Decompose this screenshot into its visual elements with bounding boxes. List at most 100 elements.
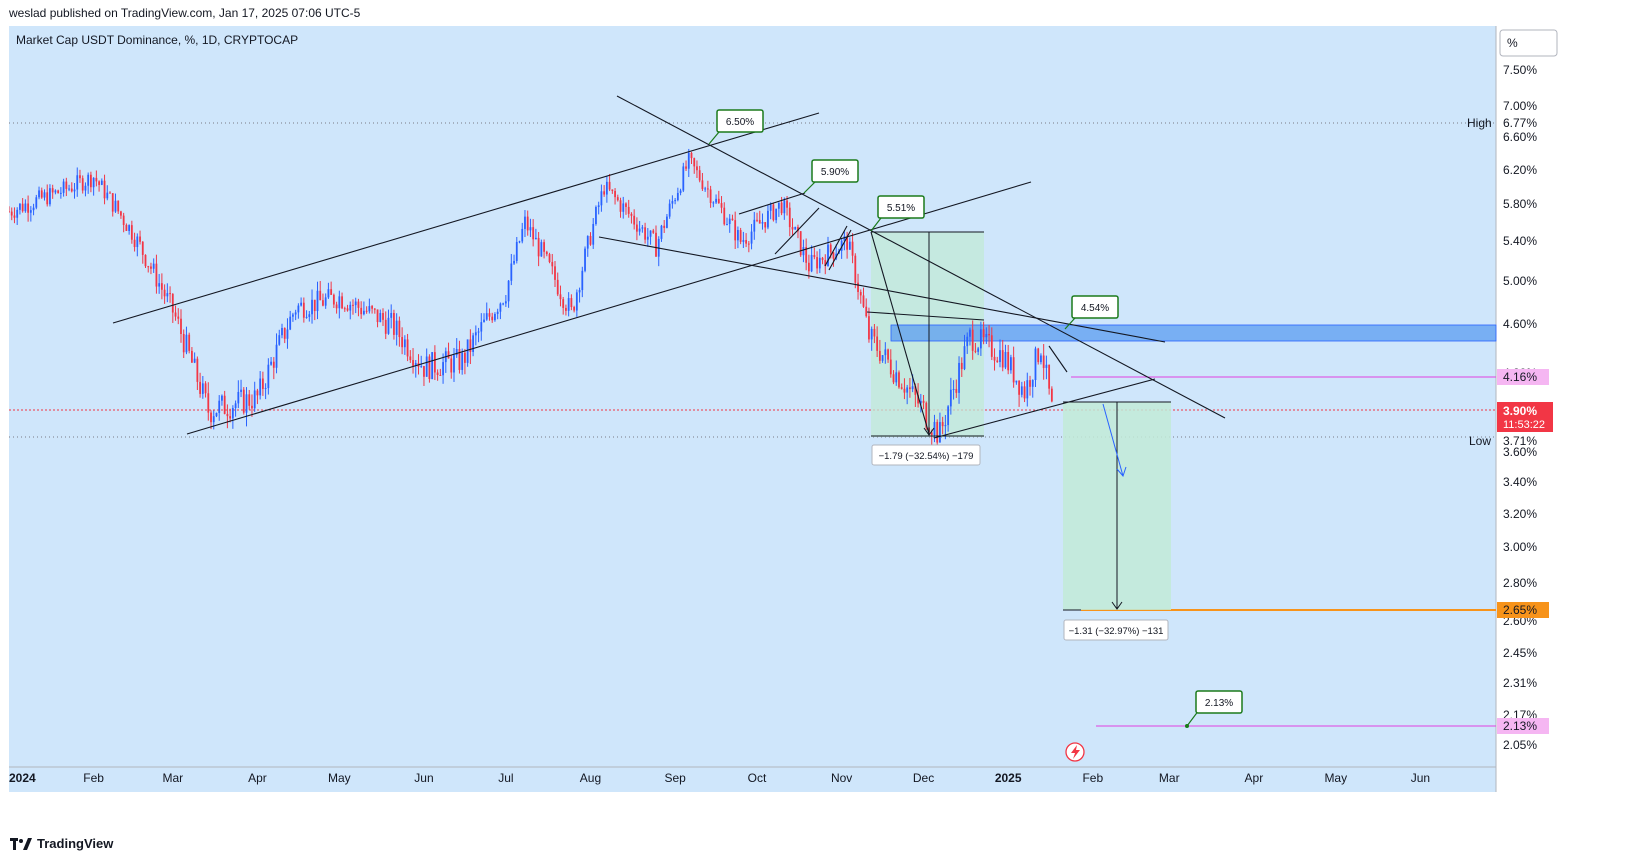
candle xyxy=(450,354,453,379)
candle xyxy=(46,184,49,207)
chart-area[interactable]: 6.50% 5.90% 5.51% 4.54% 2.13% −1.79 (−32… xyxy=(9,26,1625,826)
candle xyxy=(584,246,586,273)
candle xyxy=(300,297,303,307)
svg-text:11:53:22: 11:53:22 xyxy=(1503,419,1545,431)
candle xyxy=(234,400,237,417)
svg-text:−1.79 (−32.54%) −179: −1.79 (−32.54%) −179 xyxy=(879,451,974,462)
candle xyxy=(494,312,496,322)
x-tick-labels[interactable]: 2024 Feb Mar Apr May Jun Jul Aug Sep Oct Nov Dec 202… xyxy=(9,771,1430,785)
candle xyxy=(769,202,772,220)
candle xyxy=(562,296,565,315)
candle xyxy=(698,165,701,183)
candle xyxy=(990,327,993,361)
candle xyxy=(182,329,185,359)
channel-upper-line xyxy=(112,112,820,324)
candle xyxy=(996,356,999,363)
candle xyxy=(322,293,324,307)
candle xyxy=(133,232,136,252)
candle xyxy=(155,254,158,294)
candle xyxy=(548,252,551,264)
candle xyxy=(821,256,824,265)
candle xyxy=(726,217,728,226)
candle xyxy=(840,238,843,259)
candle xyxy=(592,218,595,249)
candle xyxy=(472,332,474,357)
candle xyxy=(887,348,889,363)
candle xyxy=(76,167,79,197)
candle xyxy=(633,209,636,230)
candle xyxy=(704,186,707,192)
callout-label: 2.13% xyxy=(1205,698,1233,709)
candle xyxy=(977,346,980,356)
candle xyxy=(510,253,513,286)
candle xyxy=(332,293,335,308)
candle xyxy=(201,375,204,399)
candle xyxy=(191,347,193,363)
time-axis-background xyxy=(9,767,1496,792)
scale-unit-button[interactable] xyxy=(1499,29,1558,57)
candle xyxy=(90,171,92,193)
candle xyxy=(136,233,139,257)
tradingview-logo-icon xyxy=(10,837,32,850)
lightning-icon[interactable] xyxy=(1065,742,1085,762)
svg-text:2.65%: 2.65% xyxy=(1503,603,1537,617)
y-tick-label: 3.40% xyxy=(1503,475,1537,489)
candle xyxy=(180,309,182,343)
candle xyxy=(567,292,570,317)
candle xyxy=(723,202,726,226)
candle xyxy=(873,323,876,344)
candle xyxy=(627,199,630,218)
candle xyxy=(264,383,267,400)
candle xyxy=(218,395,221,421)
candle xyxy=(534,228,537,240)
candle xyxy=(559,285,562,307)
candle xyxy=(128,224,131,235)
candle xyxy=(9,206,10,213)
candle xyxy=(27,195,30,222)
candle xyxy=(313,299,316,321)
candle xyxy=(122,212,125,233)
candle xyxy=(120,210,122,219)
candle xyxy=(1001,339,1004,372)
candle xyxy=(32,203,35,216)
candle xyxy=(499,302,502,320)
y-tick-label: 6.20% xyxy=(1503,163,1537,177)
measure-arrowhead-2 xyxy=(1111,601,1123,610)
candle xyxy=(728,214,731,233)
y-tick-label: 2.80% xyxy=(1503,576,1537,590)
tradingview-logo[interactable]: TradingView xyxy=(10,836,113,851)
candle xyxy=(324,293,327,309)
plot-background xyxy=(9,26,1496,767)
y-tick-label: 7.00% xyxy=(1503,99,1537,113)
candle xyxy=(10,207,13,221)
lower-trendline xyxy=(933,378,1156,439)
candle xyxy=(619,197,622,218)
candle xyxy=(346,304,349,312)
chart-svg[interactable]: 6.50% 5.90% 5.51% 4.54% 2.13% −1.79 (−32… xyxy=(9,26,1625,826)
candle xyxy=(458,340,461,374)
y-tick-label: 2.05% xyxy=(1503,738,1537,752)
candle xyxy=(248,389,251,410)
candle xyxy=(403,335,406,355)
candle xyxy=(668,199,671,219)
candle xyxy=(513,254,515,265)
price-axis[interactable]: % 7.50% 7.00% 6.60% 6.20% 5.80% 5.40% 5.00% 4.6… xyxy=(1499,29,1558,752)
candle xyxy=(229,408,232,423)
candle xyxy=(666,213,668,229)
x-tick-label: May xyxy=(328,771,351,785)
y-tick-label: 5.00% xyxy=(1503,274,1537,288)
candle xyxy=(70,182,73,193)
candle xyxy=(373,307,376,314)
candle xyxy=(294,309,297,321)
symbol-title[interactable]: Market Cap USDT Dominance, %, 1D, CRYPTO… xyxy=(16,33,298,47)
candle xyxy=(160,273,163,300)
measure-arrowhead-1 xyxy=(923,427,935,436)
candle xyxy=(272,357,275,380)
candle xyxy=(709,185,712,208)
candle xyxy=(59,187,62,199)
candle xyxy=(40,187,43,199)
candle xyxy=(930,429,933,446)
candle xyxy=(696,160,698,179)
candle xyxy=(898,370,900,389)
high-label: High xyxy=(1467,116,1492,130)
